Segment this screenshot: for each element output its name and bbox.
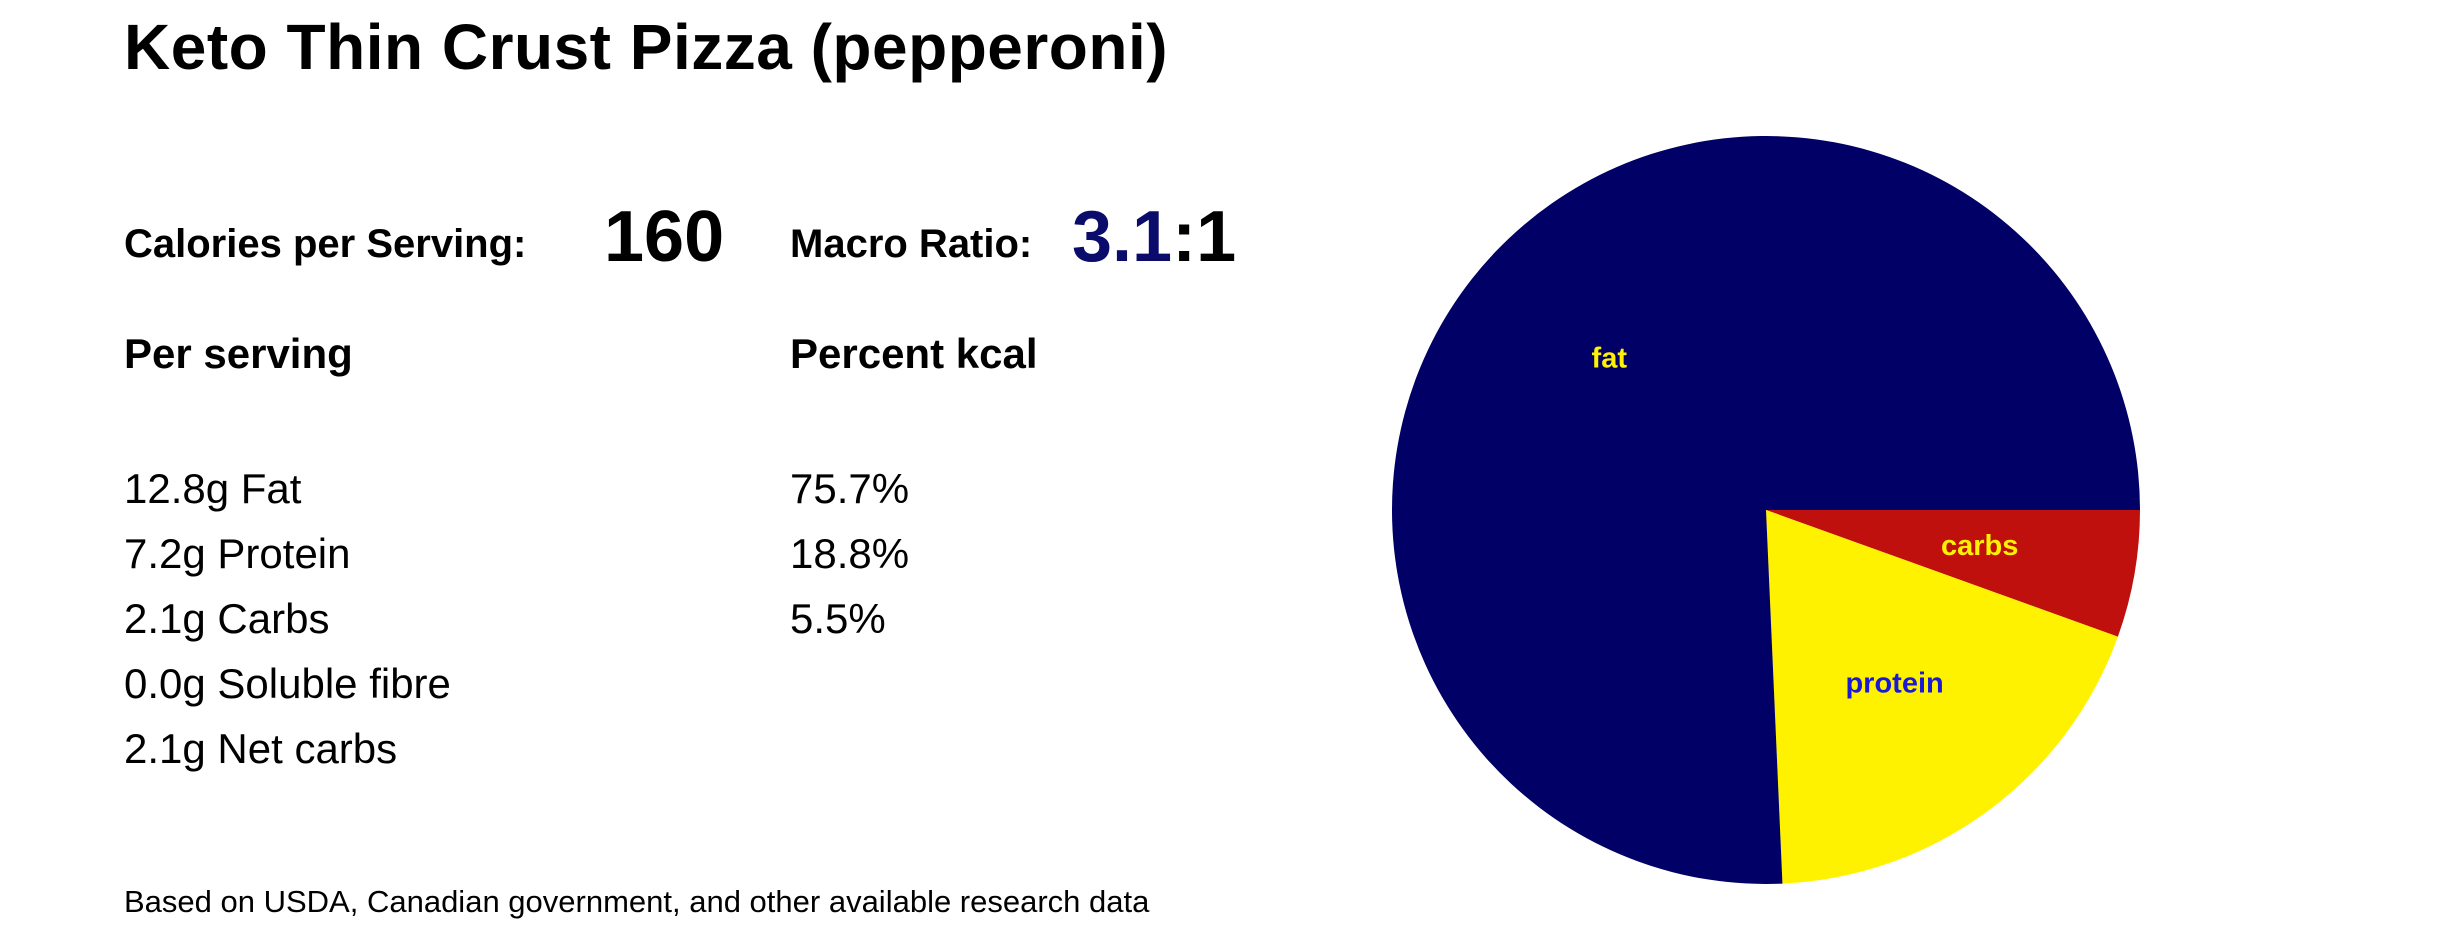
pie-label-protein: protein: [1845, 667, 1943, 699]
page-title: Keto Thin Crust Pizza (pepperoni): [124, 11, 1169, 83]
per-serving-fat: 12.8g Fat: [124, 465, 302, 512]
calories-value: 160: [604, 197, 725, 277]
pie-label-carbs: carbs: [1941, 530, 2018, 562]
pie-slice-protein: [1766, 510, 2118, 884]
per-serving-carbs: 2.1g Carbs: [124, 595, 330, 642]
per-serving-soluble-fibre: 0.0g Soluble fibre: [124, 660, 451, 707]
macro-ratio-label: Macro Ratio:: [790, 222, 1033, 266]
calories-label: Calories per Serving:: [124, 222, 527, 266]
macro-ratio-value: 3.1:1: [1072, 196, 1236, 278]
pie-label-fat: fat: [1592, 343, 1628, 375]
pie-slice-fat: [1392, 135, 2140, 884]
per-serving-net-carbs: 2.1g Net carbs: [124, 725, 398, 772]
pie-slice-carbs: [1766, 510, 2140, 637]
percent-kcal-heading: Percent kcal: [790, 330, 1038, 377]
per-serving-heading: Per serving: [124, 330, 353, 377]
macro-ratio-number: 3.1: [1072, 197, 1173, 277]
percent-kcal-fat: 75.7%: [790, 465, 910, 512]
percent-kcal-protein: 18.8%: [790, 530, 910, 577]
macro-pie-chart: carbs protein fat: [1392, 135, 2140, 884]
source-footnote: Based on USDA, Canadian government, and …: [124, 884, 1150, 919]
per-serving-list: 12.8g Fat 7.2g Protein 2.1g Carbs 0.0g S…: [124, 456, 451, 781]
percent-kcal-carbs: 5.5%: [790, 595, 886, 642]
per-serving-protein: 7.2g Protein: [124, 530, 351, 577]
percent-kcal-list: 75.7% 18.8% 5.5%: [790, 456, 909, 651]
macro-ratio-suffix: :1: [1172, 197, 1237, 277]
